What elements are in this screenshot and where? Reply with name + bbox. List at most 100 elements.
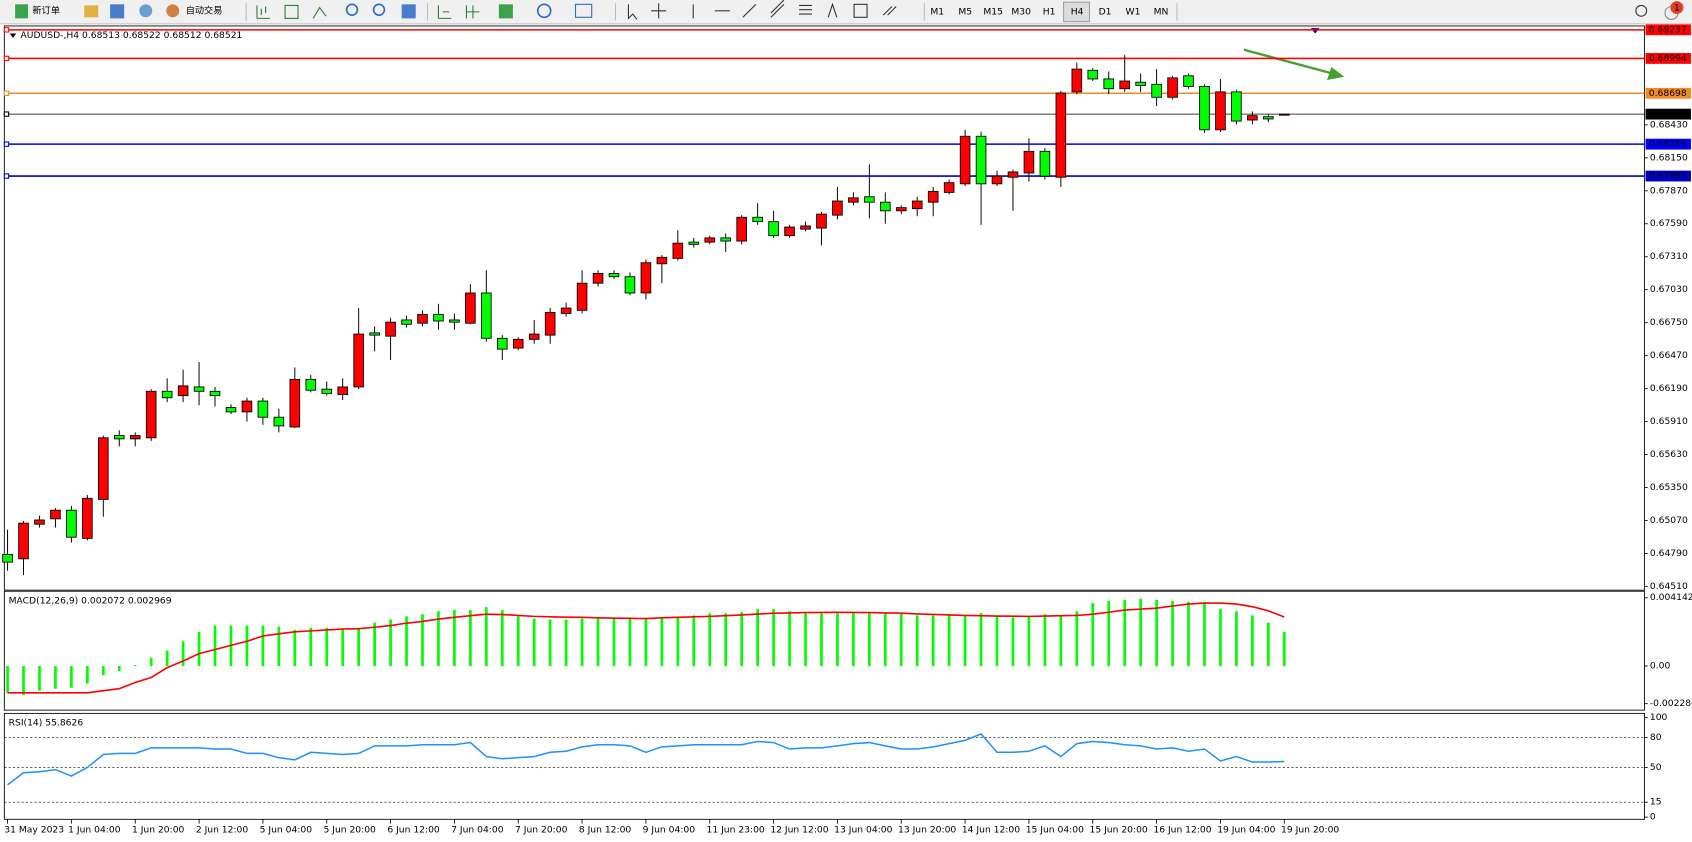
candle-body — [1103, 78, 1115, 90]
candle-body — [832, 200, 843, 216]
candle-body — [672, 242, 684, 259]
cursor-icon — [627, 4, 638, 20]
annotation-arrowhead — [1327, 67, 1345, 80]
annotation-arrow — [1243, 48, 1333, 75]
candle-body — [752, 216, 763, 223]
templates-icon — [574, 3, 593, 18]
chart-frames — [3, 25, 1645, 820]
timeframe-button[interactable]: M15 — [983, 6, 1003, 17]
candle-body — [800, 225, 811, 230]
candle-body — [736, 216, 747, 242]
candle-body — [720, 237, 732, 242]
candle-body — [2, 554, 13, 563]
level-label: 0.68521 — [1649, 109, 1687, 120]
candle-body — [688, 241, 700, 245]
y-tick-label: 0.65350 — [1650, 482, 1688, 493]
icon — [401, 4, 416, 19]
icon — [284, 4, 299, 19]
icon — [312, 6, 327, 19]
candle-body — [1167, 77, 1178, 98]
timeframe-button[interactable]: H4 — [1071, 6, 1084, 17]
candle-body — [1199, 86, 1210, 131]
x-tick-label: 2 Jun 12:00 — [196, 825, 249, 836]
rsi-panel — [3, 712, 1645, 820]
toolbar — [0, 0, 1692, 25]
candle-body — [305, 378, 317, 391]
symbol-menu-icon[interactable] — [9, 33, 17, 38]
level-label-bg — [1645, 138, 1691, 150]
candle-body — [592, 273, 604, 284]
signal-line — [7, 602, 1285, 694]
x-tick-label: 19 Jun 04:00 — [1217, 825, 1275, 836]
level-label: 0.67995 — [1649, 171, 1687, 182]
candle-body — [943, 182, 955, 193]
candle-body — [385, 321, 396, 337]
candle-body — [880, 201, 891, 212]
level-marker — [3, 173, 10, 179]
x-tick-label: 5 Jun 04:00 — [260, 825, 313, 836]
level-label-bg — [1645, 87, 1691, 99]
candle-body — [337, 386, 348, 396]
y-tick-label: 0.67310 — [1650, 251, 1688, 262]
candle-body — [353, 333, 364, 388]
x-tick-label: 8 Jun 12:00 — [579, 825, 632, 836]
timeframe-button[interactable]: M5 — [958, 6, 972, 17]
x-tick-label: 15 Jun 04:00 — [1026, 825, 1084, 836]
candle-body — [225, 407, 237, 413]
x-tick-label: 9 Jun 04:00 — [643, 825, 696, 836]
toolbar-button[interactable]: 自动交易 — [186, 4, 223, 16]
candle-body — [1278, 113, 1290, 116]
timeframe-button[interactable]: MN — [1154, 6, 1169, 17]
candle-body — [864, 196, 875, 203]
candle-body — [273, 416, 285, 427]
arrows-icon — [882, 6, 897, 16]
level-label-bg — [1645, 170, 1691, 182]
timeframe-button[interactable]: D1 — [1099, 6, 1112, 17]
candle-body — [481, 292, 492, 339]
x-tick-label: 19 Jun 20:00 — [1281, 825, 1339, 836]
search-icon[interactable] — [1635, 4, 1648, 17]
candle-body — [193, 386, 205, 392]
icon — [84, 5, 99, 18]
toolbar-button[interactable]: 新订单 — [32, 4, 60, 16]
x-tick-label: 7 Jun 20:00 — [515, 825, 568, 836]
timeframe-button[interactable]: M30 — [1011, 6, 1031, 17]
panel-title: AUDUSD-,H4 0.68513 0.68522 0.68512 0.685… — [21, 30, 243, 41]
y-tick-label: 0.67030 — [1650, 284, 1688, 295]
candle-body — [512, 338, 524, 349]
macd-panel — [3, 590, 1645, 711]
x-tick-label: 1 Jun 20:00 — [132, 825, 185, 836]
timeframe-button[interactable]: M1 — [930, 6, 944, 17]
y-tick-label: 100 — [1650, 712, 1668, 723]
candle-body — [1007, 171, 1019, 178]
fibo-icon — [799, 4, 812, 15]
candle-body — [449, 319, 460, 323]
candle-body — [321, 388, 333, 394]
candle-body — [113, 435, 125, 440]
candle-body — [911, 200, 923, 210]
periods-icon — [536, 3, 552, 19]
level-marker — [3, 90, 10, 96]
x-tick-label: 6 Jun 12:00 — [387, 825, 440, 836]
zoom-in-icon — [345, 3, 359, 16]
candle-body — [576, 282, 588, 311]
y-tick-label: -0.002286 — [1650, 698, 1692, 709]
candle-body — [784, 226, 795, 237]
candle-body — [991, 175, 1003, 185]
crosshair-icon — [651, 3, 667, 19]
candle-body — [417, 314, 428, 324]
level-label: 0.68698 — [1649, 88, 1687, 99]
timeframe-button[interactable]: H1 — [1043, 6, 1056, 17]
candle-body — [66, 509, 77, 538]
notification-badge — [1670, 1, 1684, 15]
rsi-line — [7, 733, 1285, 786]
timeframe-button[interactable]: W1 — [1126, 6, 1141, 17]
candle-body — [656, 256, 668, 265]
candle-body — [624, 276, 636, 294]
y-tick-label: 0.66470 — [1650, 350, 1688, 361]
candle-body — [50, 509, 61, 520]
x-tick-label: 16 Jun 12:00 — [1153, 825, 1211, 836]
x-tick-label: 11 Jun 23:00 — [707, 825, 765, 836]
